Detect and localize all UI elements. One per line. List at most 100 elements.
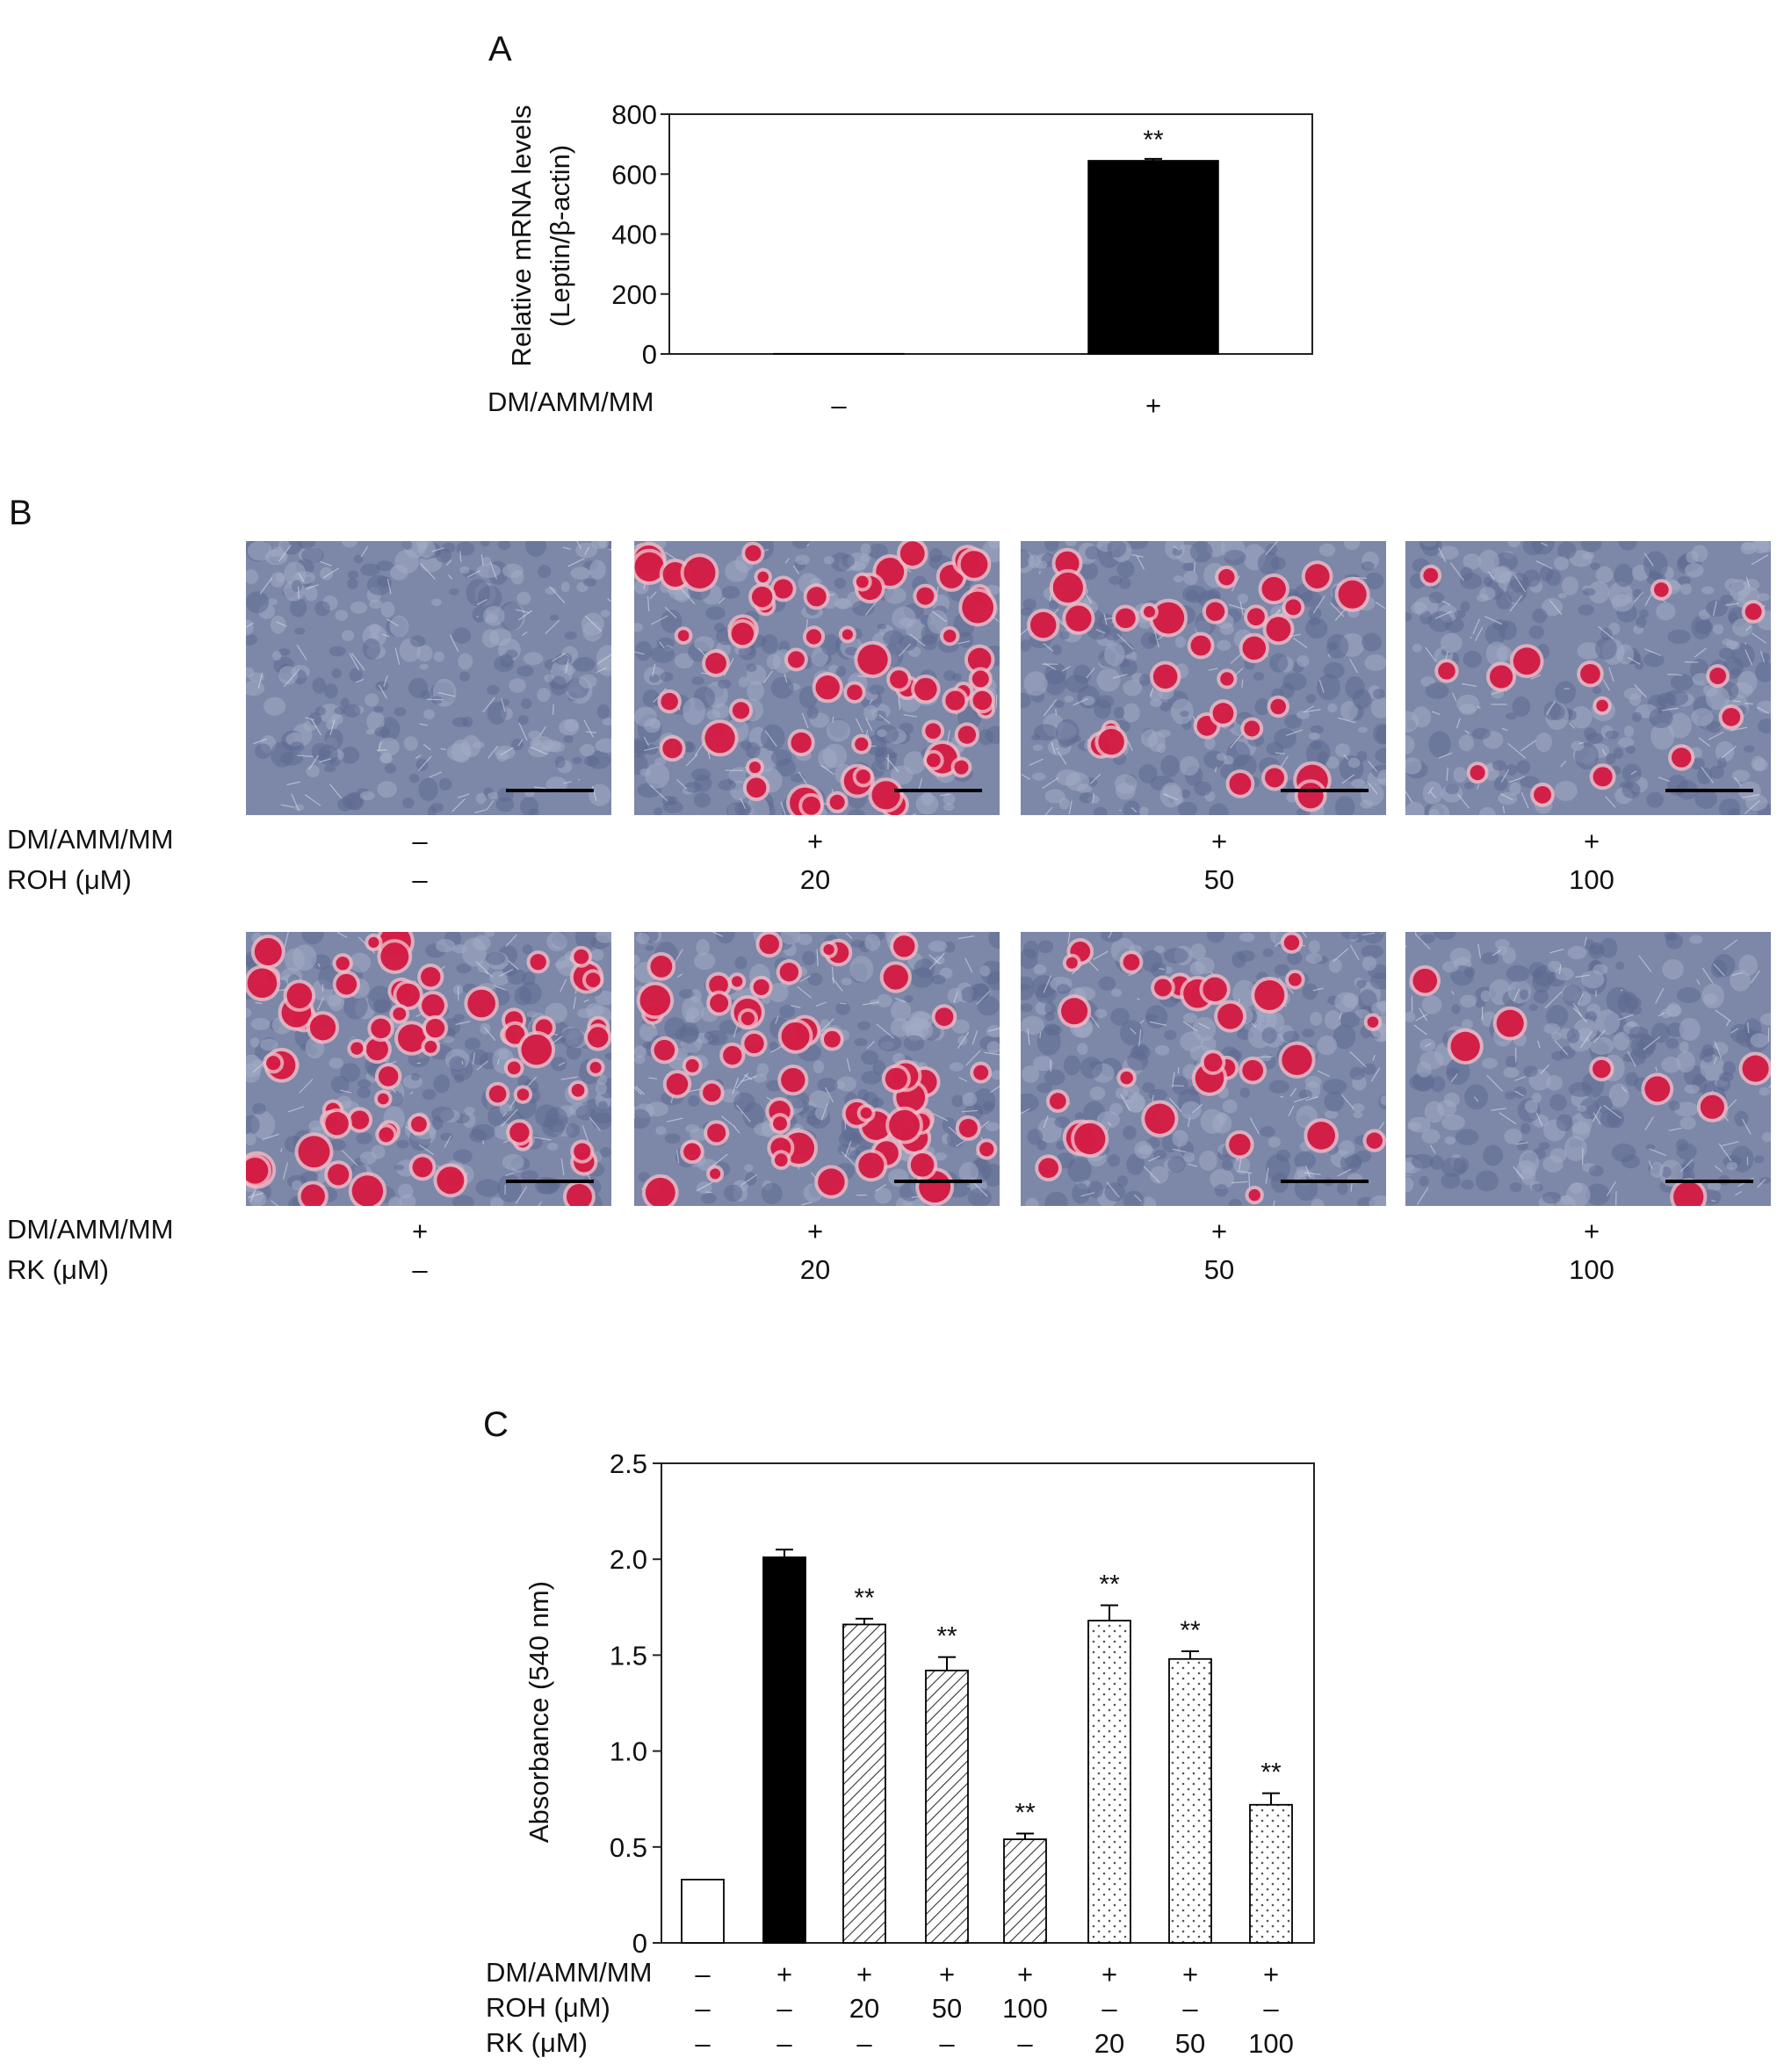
cell-texture bbox=[1044, 541, 1059, 552]
micrograph-svg-r2-c3 bbox=[1021, 932, 1386, 1206]
cell-texture bbox=[683, 697, 706, 726]
lipid-droplet bbox=[889, 1109, 920, 1141]
cell-texture bbox=[809, 1090, 830, 1108]
lipid-droplet bbox=[935, 1007, 954, 1027]
cell-texture bbox=[1180, 711, 1189, 718]
cell-texture bbox=[275, 572, 285, 583]
cell-edge bbox=[725, 769, 743, 772]
cell-texture bbox=[1481, 1058, 1499, 1069]
cell-texture bbox=[770, 676, 794, 699]
cell-texture bbox=[991, 1070, 1000, 1080]
lipid-droplet bbox=[1722, 707, 1741, 726]
cell-texture bbox=[1702, 1052, 1713, 1063]
cell-texture bbox=[459, 566, 470, 574]
cell-edge bbox=[1713, 963, 1725, 977]
lipid-droplet bbox=[876, 558, 905, 586]
cell-texture bbox=[1115, 1087, 1129, 1100]
cell-edge bbox=[1278, 977, 1295, 994]
cell-edge bbox=[1477, 783, 1480, 790]
cell-texture bbox=[904, 995, 914, 1003]
panel-c-letter: C bbox=[483, 1405, 509, 1444]
cell-texture bbox=[575, 542, 598, 559]
lipid-droplet bbox=[1248, 1188, 1260, 1202]
cell-edge bbox=[1305, 705, 1315, 711]
panel-c-rk-cond-3: – bbox=[939, 2028, 955, 2059]
cell-texture bbox=[1080, 561, 1099, 581]
cell-texture bbox=[958, 1161, 979, 1183]
cell-edge bbox=[1438, 547, 1447, 563]
cell-edge bbox=[340, 1089, 352, 1094]
lipid-droplet bbox=[634, 552, 664, 582]
cell-texture bbox=[459, 671, 471, 682]
cell-edge bbox=[1362, 932, 1376, 936]
panel-a-letter: A bbox=[488, 30, 512, 69]
cell-texture bbox=[1327, 703, 1338, 713]
cell-texture bbox=[396, 1139, 409, 1149]
cell-texture bbox=[1324, 1010, 1342, 1030]
cell-texture bbox=[1354, 1009, 1370, 1019]
cell-texture bbox=[377, 781, 397, 798]
lipid-droplet bbox=[856, 769, 870, 784]
lipid-droplet bbox=[958, 1118, 978, 1137]
cell-texture bbox=[1520, 776, 1540, 789]
cell-texture bbox=[1750, 1033, 1769, 1048]
cell-edge bbox=[862, 1001, 879, 1006]
lipid-droplet bbox=[639, 985, 671, 1016]
cell-texture bbox=[1675, 1138, 1689, 1152]
cell-edge bbox=[635, 1086, 646, 1095]
cell-texture bbox=[1214, 1184, 1229, 1197]
cell-edge bbox=[1644, 593, 1653, 606]
cell-texture bbox=[1237, 593, 1248, 604]
cell-texture bbox=[1587, 581, 1610, 603]
cell-texture bbox=[290, 597, 307, 617]
cell-texture bbox=[545, 776, 568, 793]
cell-edge bbox=[409, 1091, 414, 1095]
cell-texture bbox=[756, 1063, 769, 1077]
cell-edge bbox=[1137, 998, 1140, 1000]
cell-edge bbox=[308, 754, 319, 770]
cell-texture bbox=[642, 1042, 654, 1049]
cell-texture bbox=[314, 601, 330, 617]
cell-texture bbox=[1422, 781, 1443, 805]
cell-texture bbox=[574, 932, 597, 950]
cell-texture bbox=[888, 752, 899, 759]
cell-texture bbox=[1342, 993, 1359, 1008]
cell-texture bbox=[1324, 1109, 1339, 1119]
cell-edge bbox=[280, 1147, 283, 1152]
cell-edge bbox=[1627, 656, 1641, 665]
cell-texture bbox=[1520, 1167, 1536, 1186]
cell-texture bbox=[1354, 1150, 1372, 1163]
cell-edge bbox=[1372, 1055, 1376, 1061]
cell-texture bbox=[291, 580, 303, 592]
cell-texture bbox=[1358, 726, 1369, 733]
cell-texture bbox=[600, 1146, 611, 1158]
cell-texture bbox=[1269, 653, 1289, 673]
cell-texture bbox=[1036, 985, 1057, 1004]
cell-texture bbox=[1194, 781, 1212, 796]
lipid-droplet bbox=[1049, 1093, 1066, 1110]
cell-texture bbox=[301, 547, 324, 563]
cell-texture bbox=[1694, 788, 1717, 809]
cell-edge bbox=[1092, 792, 1094, 803]
cell-edge bbox=[1414, 934, 1431, 949]
cell-edge bbox=[1507, 742, 1526, 759]
cell-texture bbox=[438, 777, 452, 791]
cell-texture bbox=[502, 563, 524, 579]
cell-edge bbox=[1502, 805, 1506, 813]
cell-texture bbox=[1701, 1044, 1715, 1058]
cell-texture bbox=[1261, 1027, 1277, 1044]
cell-texture bbox=[590, 541, 607, 549]
cell-texture bbox=[639, 768, 652, 776]
cell-texture bbox=[550, 675, 567, 696]
row2-img4-dm: + bbox=[1583, 1216, 1600, 1246]
panel-c-ytick-label-1: 0.5 bbox=[610, 1832, 647, 1863]
cell-texture bbox=[1728, 611, 1738, 624]
cell-texture bbox=[516, 591, 531, 605]
cell-edge bbox=[707, 751, 711, 760]
lipid-droplet bbox=[574, 949, 589, 964]
cell-texture bbox=[675, 1026, 699, 1043]
cell-texture bbox=[278, 541, 291, 552]
cell-edge bbox=[1744, 800, 1760, 814]
lipid-droplet bbox=[883, 964, 908, 990]
cell-texture bbox=[1668, 1101, 1680, 1111]
